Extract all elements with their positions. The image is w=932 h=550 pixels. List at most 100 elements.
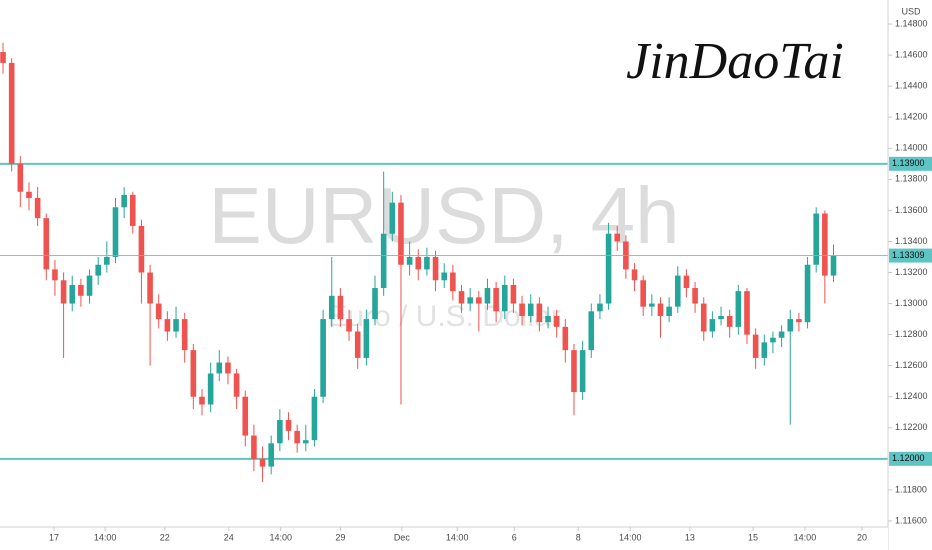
x-tick-label: 20 xyxy=(857,532,867,542)
watermark-title: EURUSD, 4h xyxy=(208,171,679,260)
candle-body xyxy=(813,213,819,265)
candle-body xyxy=(527,303,534,316)
candle-body xyxy=(311,396,318,441)
candle-body xyxy=(8,62,15,164)
x-tick-label: 14:00 xyxy=(794,532,817,542)
x-tick-label: 15 xyxy=(748,532,758,542)
candle-body xyxy=(450,272,456,292)
candle-body xyxy=(320,319,326,397)
candle-body xyxy=(761,342,768,358)
x-tick-label: 24 xyxy=(224,532,234,542)
candle-body xyxy=(0,52,6,63)
candle-body xyxy=(562,326,569,351)
candle-body xyxy=(34,197,41,219)
x-tick-label: 14:00 xyxy=(94,532,117,542)
candle-body xyxy=(649,303,655,307)
candle-body xyxy=(17,163,24,192)
candle-body xyxy=(121,194,127,208)
candle-body xyxy=(155,303,162,320)
watermark-subtitle: Euro / U.S. Dollar xyxy=(327,300,560,333)
candle-body xyxy=(406,256,413,265)
candle-body xyxy=(709,319,716,332)
y-tick-label: 1.12400 xyxy=(895,391,928,401)
candle-body xyxy=(346,319,352,332)
time-axis xyxy=(0,527,888,550)
signature: JinDaoTai xyxy=(626,33,844,90)
candle-body xyxy=(692,288,698,304)
candle-body xyxy=(441,272,448,281)
candle-body xyxy=(744,291,750,335)
candle-body xyxy=(190,350,197,397)
candle-body xyxy=(579,350,586,393)
y-tick-label: 1.13800 xyxy=(895,174,928,184)
x-tick-label: 17 xyxy=(49,532,59,542)
candle-body xyxy=(726,315,733,327)
candle-body xyxy=(683,275,690,289)
candle-body xyxy=(536,303,543,323)
candle-body xyxy=(69,284,76,304)
price-level-box xyxy=(889,248,932,263)
y-tick-label: 1.14200 xyxy=(895,112,928,122)
candle-body xyxy=(735,291,742,327)
candle-body xyxy=(363,319,370,358)
x-tick-label: 29 xyxy=(335,532,345,542)
y-tick-label: 1.11600 xyxy=(895,515,927,525)
candle-body xyxy=(147,272,153,304)
y-tick-label: 1.13000 xyxy=(895,298,928,308)
y-tick-label: 1.13400 xyxy=(895,236,928,246)
candle-body xyxy=(657,303,664,316)
candle-body xyxy=(112,207,119,257)
candle-body xyxy=(181,319,188,351)
candle-body xyxy=(778,331,785,338)
candle-body xyxy=(225,362,231,374)
x-tick-label: 13 xyxy=(685,532,695,542)
candle-body xyxy=(432,256,439,281)
candle-body xyxy=(354,331,361,358)
candle-body xyxy=(233,373,240,397)
candle-body xyxy=(173,319,179,332)
y-tick-label: 1.14800 xyxy=(895,18,928,28)
candle-body xyxy=(752,334,759,358)
x-tick-label: 14:00 xyxy=(619,532,642,542)
x-tick-label: 14:00 xyxy=(446,532,469,542)
candle-body xyxy=(804,264,811,323)
y-tick-label: 1.13200 xyxy=(895,267,928,277)
candle-body xyxy=(718,315,724,320)
candle-body xyxy=(337,295,344,320)
y-tick-label: 1.12800 xyxy=(895,329,928,339)
candle-body xyxy=(251,435,257,459)
x-tick-label: 8 xyxy=(576,532,581,542)
candle-body xyxy=(597,303,603,312)
price-level-label: 1.13900 xyxy=(892,158,925,168)
y-tick-label: 1.11800 xyxy=(895,484,927,494)
candle-body xyxy=(822,213,828,276)
candle-body xyxy=(277,420,283,444)
candle-body xyxy=(674,275,681,307)
candle-body xyxy=(372,288,378,320)
candle-body xyxy=(328,295,335,320)
y-tick-label: 1.13600 xyxy=(895,205,928,215)
candle-body xyxy=(389,202,396,234)
candle-body xyxy=(545,315,551,323)
candle-body xyxy=(640,280,646,307)
candle-body xyxy=(424,256,430,270)
candle-body xyxy=(259,458,266,467)
candle-body xyxy=(519,303,525,316)
x-tick-label: Dec xyxy=(394,532,411,542)
candle-body xyxy=(588,311,595,351)
candle-body xyxy=(476,297,482,304)
candle-body xyxy=(415,256,422,270)
candle-body xyxy=(467,297,473,304)
candle-body xyxy=(787,319,794,332)
price-level-box xyxy=(889,156,932,171)
candle-body xyxy=(26,191,32,198)
candle-body xyxy=(553,315,560,327)
x-tick-label: 14:00 xyxy=(269,532,292,542)
candle-body xyxy=(510,284,517,304)
candle-body xyxy=(700,303,707,332)
candle-body xyxy=(138,225,145,273)
candle-body xyxy=(830,255,837,276)
candle-body xyxy=(129,194,136,226)
candle-body xyxy=(242,396,249,436)
